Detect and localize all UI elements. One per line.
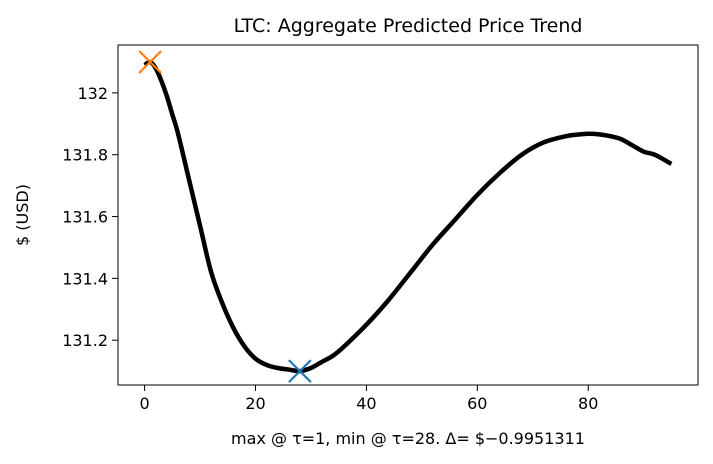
x-tick-label: 60 <box>467 394 487 413</box>
y-tick-label: 131.4 <box>62 269 108 288</box>
x-tick-label: 20 <box>245 394 265 413</box>
series-line-0 <box>143 59 673 374</box>
x-tick-label: 80 <box>578 394 598 413</box>
y-tick-label: 132 <box>77 84 108 103</box>
max-marker <box>138 50 162 74</box>
x-axis-label: max @ τ=1, min @ τ=28. Δ= $−0.9951311 <box>231 429 585 448</box>
x-axis: 0 20 40 60 80 <box>140 385 598 413</box>
y-axis: 131.2 131.4 131.6 131.8 132 <box>62 84 118 350</box>
y-tick-label: 131.8 <box>62 146 108 165</box>
min-marker <box>288 359 312 383</box>
y-axis-label: $ (USD) <box>13 184 32 246</box>
chart-title: LTC: Aggregate Predicted Price Trend <box>234 15 583 37</box>
y-tick-label: 131.6 <box>62 208 108 227</box>
x-tick-label: 40 <box>356 394 376 413</box>
x-tick-label: 0 <box>140 394 150 413</box>
y-tick-label: 131.2 <box>62 331 108 350</box>
plot-area <box>138 50 673 383</box>
plot-frame <box>117 44 699 386</box>
